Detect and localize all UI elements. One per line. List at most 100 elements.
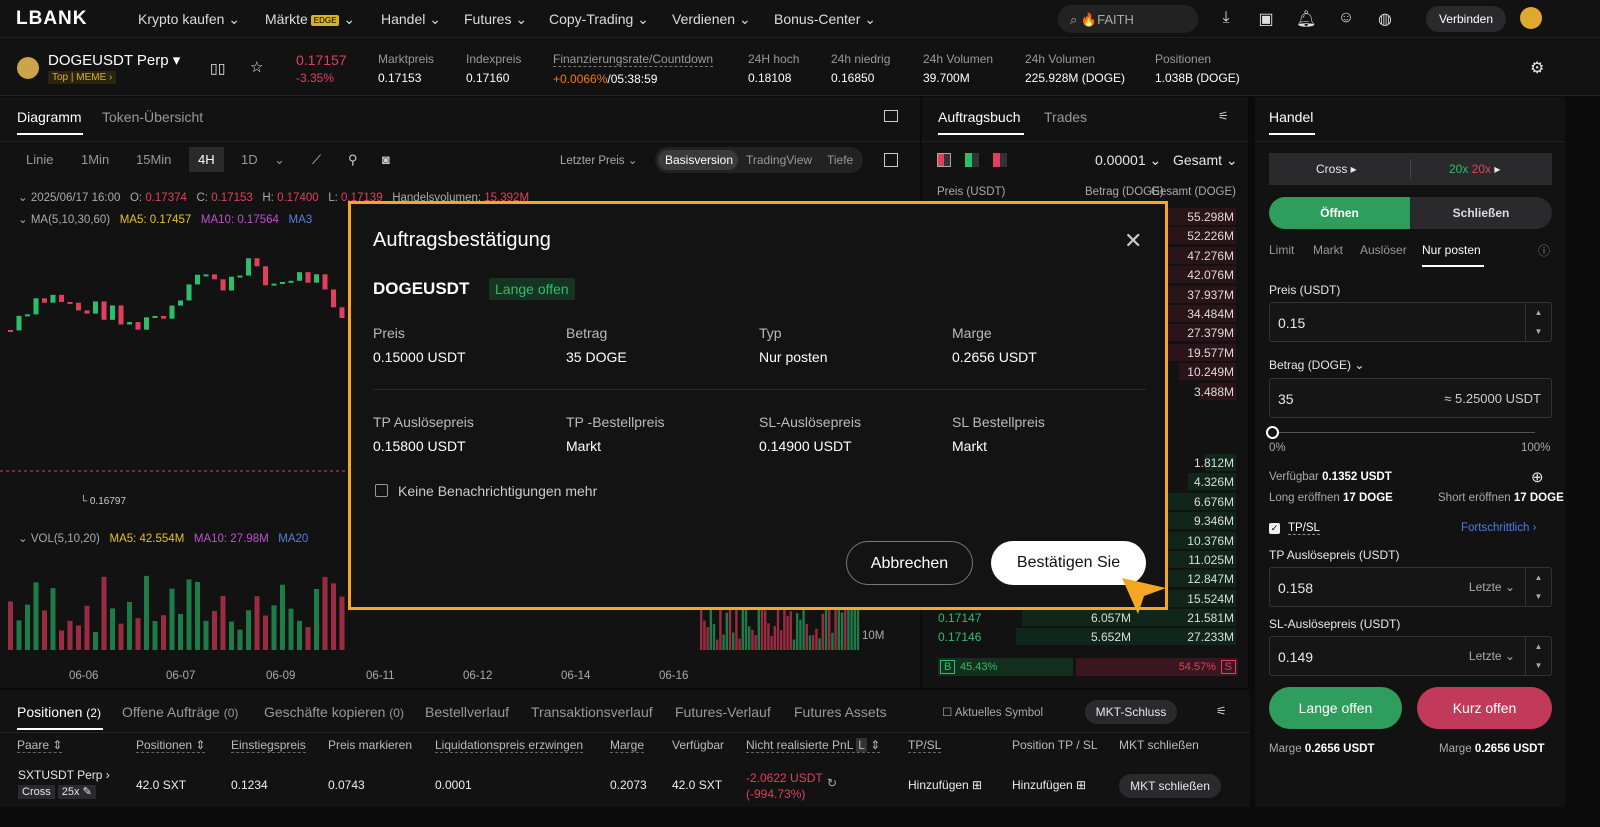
- order-type-nur-posten[interactable]: Nur posten: [1422, 243, 1481, 257]
- tf-1d[interactable]: 1D: [241, 152, 258, 167]
- price-type-select[interactable]: Letzter Preis ⌄: [560, 155, 638, 167]
- tab-offene-auftraege[interactable]: Offene Aufträge (0): [122, 704, 239, 720]
- book-bids-icon[interactable]: [965, 153, 979, 167]
- view-tradingview[interactable]: TradingView: [746, 153, 813, 167]
- current-symbol-checkbox[interactable]: ☐ Aktuelles Symbol: [942, 707, 1044, 719]
- user-icon[interactable]: ☺: [1337, 9, 1355, 26]
- book-both-icon[interactable]: [937, 153, 951, 167]
- mkt-close-button[interactable]: MKT schließen: [1119, 774, 1221, 798]
- tab-positionen[interactable]: Positionen (2): [17, 704, 101, 720]
- order-type-markt[interactable]: Markt: [1313, 243, 1343, 257]
- price-stepper[interactable]: ▲ ▼: [1525, 303, 1551, 341]
- view-tiefe[interactable]: Tiefe: [827, 153, 854, 167]
- bid-row[interactable]: 4.326M: [930, 472, 1236, 491]
- tab-geschaefte-kopieren[interactable]: Geschäfte kopieren (0): [264, 704, 404, 720]
- tpsl-checkbox[interactable]: ✓: [1269, 523, 1280, 534]
- margin-mode-select[interactable]: Cross ▸: [1316, 162, 1357, 176]
- bid-row[interactable]: 0.17147 6.057M 21.581M: [938, 609, 1236, 626]
- tab-token-uebersicht[interactable]: Token-Übersicht: [102, 109, 204, 125]
- nav-verdienen[interactable]: Verdienen ⌄: [672, 11, 751, 27]
- candlestick-chart[interactable]: [0, 230, 920, 530]
- tp-input[interactable]: 0.158 Letzte ⌄ ▲ ▼: [1269, 567, 1552, 607]
- tf-1min[interactable]: 1Min: [81, 152, 110, 167]
- add-funds-icon[interactable]: ⊕: [1531, 469, 1544, 486]
- mode-select[interactable]: Gesamt ⌄: [1173, 152, 1238, 168]
- symbol-selector[interactable]: DOGEUSDT Perp ▾: [48, 52, 181, 69]
- position-pair[interactable]: SXTUSDT Perp ›: [18, 768, 110, 782]
- camera-icon[interactable]: ◙: [382, 152, 390, 167]
- view-basisversion[interactable]: Basisversion: [665, 153, 734, 167]
- nav-handel[interactable]: Handel ⌄: [381, 11, 441, 27]
- price-input[interactable]: 0.15 ▲ ▼: [1269, 302, 1552, 342]
- tab-bestellverlauf[interactable]: Bestellverlauf: [425, 704, 510, 720]
- view-switch[interactable]: Basisversion TradingView Tiefe: [655, 147, 863, 173]
- book-asks-icon[interactable]: [993, 153, 1007, 167]
- tab-futures-verlauf[interactable]: Futures-Verlauf: [675, 704, 771, 720]
- order-type-limit[interactable]: Limit: [1269, 243, 1295, 257]
- nav-copy-trading[interactable]: Copy-Trading ⌄: [549, 11, 649, 27]
- logo[interactable]: LBANK: [16, 8, 88, 29]
- download-icon[interactable]: ⤓: [1222, 9, 1230, 26]
- nav-krypto-kaufen[interactable]: Krypto kaufen ⌄: [138, 11, 241, 27]
- nav-maerkte[interactable]: Märkte EDGE ⌄: [265, 11, 356, 27]
- sl-input[interactable]: 0.149 Letzte ⌄ ▲ ▼: [1269, 636, 1552, 676]
- order-type-ausloeser[interactable]: Auslöser: [1360, 243, 1407, 257]
- bid-row[interactable]: 0.17146 5.652M 27.233M: [938, 628, 1236, 646]
- tf-4h[interactable]: 4H: [189, 147, 224, 172]
- star-icon[interactable]: ☆: [250, 59, 264, 76]
- wallet-icon[interactable]: ▣: [1258, 11, 1274, 28]
- share-icon[interactable]: ↻: [827, 776, 838, 790]
- slider-handle[interactable]: [1266, 426, 1279, 439]
- col-paare[interactable]: Paare ⇕: [17, 738, 63, 753]
- bid-row[interactable]: 6.676M: [930, 492, 1236, 511]
- help-icon[interactable]: ⓘ: [1538, 244, 1551, 258]
- tab-transaktionsverlauf[interactable]: Transaktionsverlauf: [531, 704, 653, 720]
- bid-row[interactable]: 1.812M: [1193, 454, 1236, 471]
- stat-funding[interactable]: Finanzierungsrate/Countdown +0.0066%/05:3…: [553, 52, 714, 86]
- bell-icon[interactable]: 🔔︎: [1296, 11, 1317, 28]
- long-open-button[interactable]: Lange offen: [1269, 687, 1402, 729]
- col-pnl[interactable]: Nicht realisierte PnL L ⇕: [746, 738, 881, 753]
- short-open-button[interactable]: Kurz offen: [1417, 687, 1552, 729]
- avatar[interactable]: [1520, 7, 1542, 29]
- add-position-tpsl-button[interactable]: Hinzufügen ⊞: [1012, 778, 1087, 792]
- book-icon[interactable]: ▯▯: [210, 60, 226, 76]
- filter-icon[interactable]: ⚟: [1216, 704, 1227, 718]
- col-positionen[interactable]: Positionen ⇕: [136, 738, 206, 753]
- leverage-edit[interactable]: 25x ✎: [57, 785, 96, 799]
- cancel-button[interactable]: Abbrechen: [846, 541, 973, 585]
- tf-linie[interactable]: Linie: [26, 152, 54, 167]
- search-input[interactable]: ⌕ 🔥FAITH: [1058, 5, 1198, 33]
- fullscreen-icon[interactable]: [884, 153, 898, 167]
- indicator-icon[interactable]: ⟋: [312, 152, 322, 167]
- ask-row[interactable]: 3.488M: [1193, 382, 1236, 400]
- leverage-select[interactable]: 20x 20x ▸: [1449, 162, 1501, 176]
- tab-trades[interactable]: Trades: [1044, 109, 1088, 125]
- confirm-button[interactable]: Bestätigen Sie: [991, 541, 1146, 585]
- nav-futures[interactable]: Futures ⌄: [464, 11, 528, 27]
- tp-price-type[interactable]: Letzte ⌄: [1468, 580, 1515, 594]
- tab-futures-assets[interactable]: Futures Assets: [794, 704, 887, 720]
- tab-diagramm[interactable]: Diagramm: [17, 109, 82, 125]
- symbol-tags[interactable]: Top | MEME ›: [48, 71, 117, 84]
- nav-bonus-center[interactable]: Bonus-Center ⌄: [774, 11, 877, 27]
- tab-auftragsbuch[interactable]: Auftragsbuch: [938, 109, 1021, 125]
- close-tab[interactable]: Schließen: [1410, 197, 1552, 229]
- amount-slider[interactable]: [1273, 432, 1535, 433]
- close-icon[interactable]: ✕: [1124, 228, 1143, 253]
- mkt-close-all-button[interactable]: MKT-Schluss: [1085, 700, 1177, 724]
- amount-input[interactable]: 35 ≈ 5.25000 USDT: [1269, 378, 1552, 418]
- advanced-link[interactable]: Fortschrittlich ›: [1461, 522, 1537, 534]
- add-tpsl-button[interactable]: Hinzufügen ⊞: [908, 778, 983, 792]
- tf-15min[interactable]: 15Min: [136, 152, 172, 167]
- no-notify-label[interactable]: Keine Benachrichtigungen mehr: [398, 483, 598, 499]
- connect-button[interactable]: Verbinden: [1426, 6, 1506, 32]
- maximize-icon[interactable]: [884, 110, 898, 122]
- sl-price-type[interactable]: Letzte ⌄: [1468, 649, 1515, 663]
- amount-label[interactable]: Betrag (DOGE) ⌄: [1269, 358, 1365, 372]
- sliders-icon[interactable]: ⚟: [1218, 109, 1229, 123]
- tick-size-select[interactable]: 0.00001 ⌄: [1095, 152, 1162, 168]
- globe-icon[interactable]: ◍: [1378, 11, 1392, 28]
- open-tab[interactable]: Öffnen: [1269, 197, 1410, 229]
- tf-more-chevron-icon[interactable]: ⌄: [274, 152, 285, 167]
